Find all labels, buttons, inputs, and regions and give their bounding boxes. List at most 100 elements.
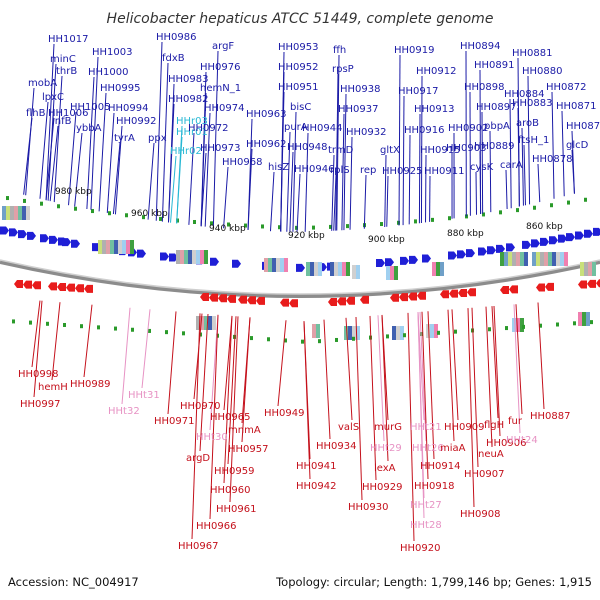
bottom-gene-label: HHt31 bbox=[128, 390, 160, 401]
top-gene-label: HH0884 bbox=[504, 89, 545, 100]
forward-gene-arrow bbox=[549, 236, 558, 245]
gc-tick bbox=[414, 219, 417, 224]
reverse-gene-arrow bbox=[280, 298, 289, 307]
cog-color-block bbox=[432, 262, 436, 276]
cog-color-block bbox=[114, 240, 118, 254]
bottom-gene-label: HH0907 bbox=[464, 469, 505, 480]
cog-color-block bbox=[98, 240, 102, 254]
forward-gene-arrow bbox=[466, 249, 475, 258]
cog-color-block bbox=[434, 324, 438, 338]
cog-color-block bbox=[264, 258, 268, 272]
top-gene-label: ftsH_1 bbox=[518, 135, 549, 146]
cog-color-block bbox=[110, 240, 114, 254]
cog-color-block bbox=[532, 252, 536, 266]
top-leader-line bbox=[98, 92, 107, 212]
top-gene-label: argF bbox=[212, 41, 234, 52]
top-leader-line bbox=[331, 154, 335, 231]
top-gene-label: HH0952 bbox=[278, 62, 319, 73]
bottom-leader-line bbox=[191, 313, 201, 540]
top-gene-label: HHr02 bbox=[170, 146, 202, 157]
forward-gene-arrow bbox=[496, 244, 505, 253]
gc-tick bbox=[335, 337, 338, 342]
top-gene-label: HH0880 bbox=[522, 66, 563, 77]
genome-summary: Topology: circular; Length: 1,799,146 bp… bbox=[275, 575, 592, 589]
bottom-gene-label: fur bbox=[508, 416, 523, 427]
bottom-leader-line bbox=[515, 304, 523, 415]
cog-color-block bbox=[430, 324, 434, 338]
reverse-gene-arrow bbox=[337, 297, 346, 306]
gc-tick bbox=[284, 338, 287, 343]
cog-color-block bbox=[578, 312, 582, 326]
top-leader-line bbox=[47, 63, 57, 201]
top-gene-label: hisZ bbox=[268, 162, 289, 173]
top-leader-line bbox=[90, 56, 99, 210]
bottom-gene-label: HH0949 bbox=[264, 408, 305, 419]
gc-tick bbox=[312, 225, 315, 230]
scale-label-960: 960 kbp bbox=[131, 209, 168, 219]
bottom-leader-line bbox=[277, 320, 287, 407]
top-gene-label: mobA bbox=[28, 78, 57, 89]
cog-color-block bbox=[508, 252, 512, 266]
top-leader-line bbox=[269, 171, 275, 232]
bottom-gene-label: HH0959 bbox=[214, 466, 255, 477]
reverse-gene-arrow bbox=[536, 283, 545, 292]
top-leader-line bbox=[571, 149, 575, 194]
gc-tick bbox=[505, 326, 508, 331]
top-gene-label: infB bbox=[52, 116, 72, 127]
bottom-leader-line bbox=[345, 317, 353, 421]
cog-color-block bbox=[306, 262, 310, 276]
cog-color-block bbox=[188, 250, 192, 264]
cog-color-block bbox=[352, 265, 356, 279]
top-gene-label: minC bbox=[50, 54, 76, 65]
bottom-gene-label: HH0908 bbox=[460, 509, 501, 520]
top-gene-label: HH0974 bbox=[204, 103, 245, 114]
reverse-gene-arrow bbox=[14, 279, 23, 288]
top-leader-line bbox=[304, 132, 309, 232]
top-gene-label: HH0953 bbox=[278, 42, 319, 53]
gc-tick bbox=[165, 330, 168, 335]
cog-color-block bbox=[584, 262, 588, 276]
bottom-gene-label: HH0930 bbox=[348, 502, 389, 513]
cog-color-block bbox=[356, 326, 360, 340]
scale-label-880: 880 kbp bbox=[447, 229, 484, 239]
gc-tick bbox=[522, 324, 525, 329]
cog-color-block bbox=[334, 262, 338, 276]
forward-gene-arrow bbox=[558, 234, 567, 243]
top-leader-line bbox=[336, 54, 340, 231]
top-gene-label: HHr03 bbox=[176, 116, 208, 127]
bottom-gene-label: HH0929 bbox=[362, 482, 403, 493]
bottom-gene-label: HH0971 bbox=[154, 416, 195, 427]
reverse-gene-arrow bbox=[238, 295, 247, 304]
bottom-leader-line bbox=[537, 302, 545, 410]
top-gene-label: cysK bbox=[470, 162, 494, 173]
gc-tick bbox=[295, 225, 298, 230]
top-leader-line bbox=[74, 132, 83, 207]
bottom-gene-label: HHt21 bbox=[410, 422, 442, 433]
cog-color-block bbox=[106, 240, 110, 254]
reverse-gene-arrow bbox=[578, 280, 587, 289]
gc-tick bbox=[23, 198, 26, 203]
top-leader-line bbox=[23, 117, 33, 195]
forward-gene-arrow bbox=[71, 239, 80, 248]
top-leader-line bbox=[537, 163, 541, 203]
cog-color-block bbox=[2, 206, 6, 220]
bottom-leader-line bbox=[355, 317, 363, 501]
bottom-gene-label: HH0934 bbox=[316, 441, 357, 452]
reverse-gene-arrow bbox=[440, 290, 449, 299]
cog-color-block bbox=[348, 326, 352, 340]
reverse-gene-arrow bbox=[390, 293, 399, 302]
bottom-leader-line bbox=[447, 309, 455, 442]
cog-color-block bbox=[400, 326, 404, 340]
cog-color-block bbox=[390, 266, 394, 280]
top-gene-label: HH1003 bbox=[92, 47, 133, 58]
gc-tick bbox=[454, 329, 457, 334]
bottom-leader-line bbox=[121, 307, 131, 405]
bottom-leader-line bbox=[223, 315, 233, 484]
top-gene-label: HH0911 bbox=[424, 166, 465, 177]
cog-color-block bbox=[560, 252, 564, 266]
gc-tick bbox=[182, 331, 185, 336]
top-gene-label: rpsP bbox=[332, 64, 354, 75]
top-gene-label: lpxC bbox=[42, 92, 64, 103]
scale-label-920: 920 kbp bbox=[288, 231, 325, 241]
